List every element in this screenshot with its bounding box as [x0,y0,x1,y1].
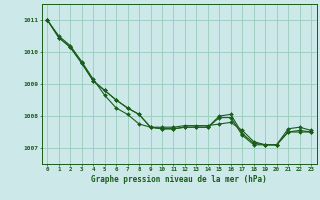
X-axis label: Graphe pression niveau de la mer (hPa): Graphe pression niveau de la mer (hPa) [91,175,267,184]
